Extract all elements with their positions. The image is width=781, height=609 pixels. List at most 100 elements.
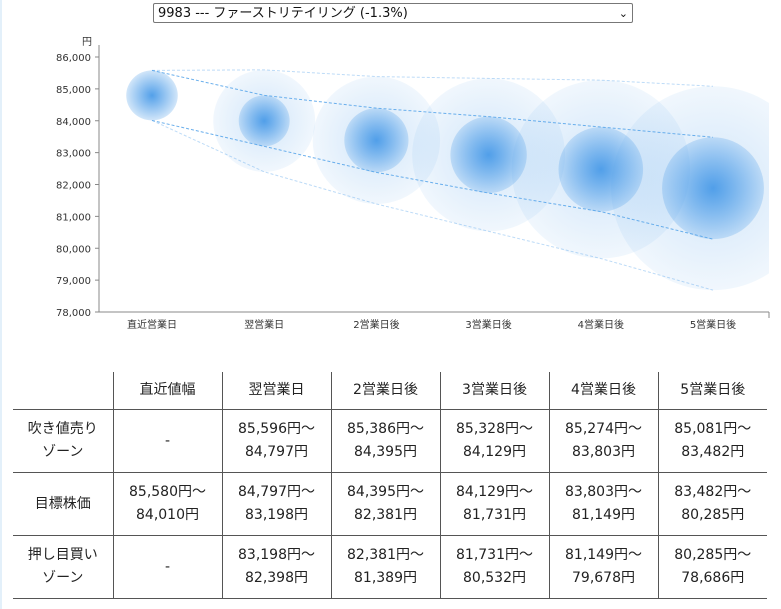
table-cell: 84,797円〜 83,198円 [221, 472, 332, 536]
table-cell: 80,285円〜 78,686円 [657, 535, 767, 599]
row-label: 目標株価 [13, 472, 114, 536]
target-price-bubble [558, 127, 644, 212]
cell-text: 目標株価 [34, 495, 91, 512]
cell-text: 83,803円 [572, 444, 635, 460]
table-row: 押し目買い ゾーン -83,198円〜 82,398円 82,381円〜 81,389円 8… [13, 535, 767, 599]
cell-text: 80,285円〜 [674, 547, 752, 563]
table-cell: 82,381円〜 81,389円 [330, 535, 441, 599]
cell-text: 84,129円 [463, 444, 526, 460]
y-axis-unit: 円 [82, 37, 92, 48]
cell-text: 81,149円 [572, 507, 635, 523]
y-tick-label: 79,000 [56, 276, 91, 287]
stock-select[interactable]: 9983 --- ファーストリテイリング (-1.3%) ⌄ [153, 3, 633, 23]
cell-text: 81,731円〜 [456, 547, 533, 563]
cell-text: 82,381円 [354, 507, 417, 523]
target-high-line [151, 69, 714, 138]
column-header: 2営業日後 [330, 372, 441, 410]
y-tick-label: 78,000 [56, 308, 91, 319]
table-cell: 83,482円〜 80,285円 [657, 472, 767, 536]
cell-text: 83,482円〜 [674, 484, 752, 500]
cell-text: 85,274円〜 [565, 421, 642, 437]
y-tick-label: 83,000 [56, 149, 91, 160]
y-tick-label: 80,000 [56, 244, 91, 255]
cell-text: 81,149円〜 [565, 547, 642, 563]
sell-zone-high-line [151, 69, 714, 87]
cell-text: 84,797円 [245, 444, 308, 460]
table-cell: 85,081円〜 83,482円 [657, 409, 767, 473]
cell-text: 押し目買い [27, 547, 98, 563]
x-tick-label: 直近営業日 [127, 318, 177, 331]
column-header [13, 372, 114, 410]
table-cell: 83,198円〜 82,398円 [221, 535, 332, 599]
table-cell: 84,129円〜 81,731円 [439, 472, 550, 536]
cell-text: 83,803円〜 [565, 484, 642, 500]
x-tick-label: 2営業日後 [353, 318, 399, 331]
table-cell: 85,328円〜 84,129円 [439, 409, 550, 473]
cell-text: 80,285円 [681, 507, 745, 523]
x-tick-label: 翌営業日 [244, 318, 284, 331]
cell-text: 84,395円 [354, 444, 417, 460]
cell-text: 80,532円 [463, 570, 526, 586]
table-cell: - [112, 535, 223, 599]
cell-text: 79,678円 [572, 570, 635, 586]
cell-text: 85,596円〜 [238, 421, 315, 437]
buy-zone-low-line [151, 119, 714, 291]
table-cell: 85,386円〜 84,395円 [330, 409, 441, 473]
cell-text: 85,081円〜 [674, 421, 752, 437]
cell-text: 83,198円 [245, 507, 308, 523]
forecast-chart: 円 78,000 79,000 80,000 81,000 82,000 83,000 84,… [56, 37, 770, 331]
cell-text: 84,129円〜 [456, 484, 533, 500]
column-header: 5営業日後 [657, 372, 767, 410]
table-cell: 84,395円〜 82,381円 [330, 472, 441, 536]
y-tick-label: 81,000 [56, 212, 91, 223]
x-tick-label: 3営業日後 [465, 318, 511, 331]
cell-text: - [164, 432, 171, 449]
y-tick-label: 85,000 [56, 85, 91, 96]
cell-text: 83,482円 [681, 444, 745, 460]
cell-text: 85,580円〜 [129, 484, 206, 500]
y-tick-label: 84,000 [56, 117, 91, 128]
cell-text: 85,386円〜 [347, 421, 424, 437]
x-tick-label: 5営業日後 [690, 318, 736, 331]
cell-text: ゾーン [42, 570, 84, 586]
target-price-bubble [662, 137, 764, 240]
cell-text: 82,398円 [245, 570, 308, 586]
x-tick-label: 4営業日後 [578, 318, 624, 331]
column-header: 直近値幅 [112, 372, 223, 410]
row-label: 吹き値売り ゾーン [13, 409, 114, 473]
table-cell: 85,274円〜 83,803円 [548, 409, 659, 473]
table-row: 吹き値売り ゾーン -85,596円〜 84,797円 85,386円〜 84,395円 8… [13, 409, 767, 473]
cell-text: 81,731円 [463, 507, 526, 523]
cell-text: 81,389円 [354, 570, 417, 586]
forecast-table: 直近値幅 翌営業日 2営業日後 3営業日後 4営業日後 5営業日後 吹き値売り ゾーン - 85,… [13, 372, 767, 599]
target-price-bubble [344, 108, 409, 173]
cell-text: 84,395円〜 [347, 484, 424, 500]
cell-text: ゾーン [42, 444, 84, 460]
target-price-bubble [238, 95, 290, 147]
cell-text: 83,198円〜 [238, 547, 315, 563]
cell-text: 84,797円〜 [238, 484, 315, 500]
cell-text: 78,686円 [681, 570, 745, 586]
table-row: 目標株価 85,580円〜 84,010円 84,797円〜 83,198円 84,395… [13, 472, 767, 536]
table-cell: 85,596円〜 84,797円 [221, 409, 332, 473]
column-header: 翌営業日 [221, 372, 332, 410]
chevron-down-icon: ⌄ [618, 7, 628, 20]
table-cell: 81,149円〜 79,678円 [548, 535, 659, 599]
column-header: 3営業日後 [439, 372, 550, 410]
y-tick-label: 82,000 [56, 181, 91, 192]
cell-text: 84,010円 [136, 507, 199, 523]
cell-text: 85,328円〜 [456, 421, 533, 437]
table-header-row: 直近値幅 翌営業日 2営業日後 3営業日後 4営業日後 5営業日後 [13, 372, 767, 410]
target-low-line [151, 119, 714, 240]
table-cell: - [112, 409, 223, 473]
row-label: 押し目買い ゾーン [13, 535, 114, 599]
stock-select-value: 9983 --- ファーストリテイリング (-1.3%) [158, 6, 408, 21]
column-header: 4営業日後 [548, 372, 659, 410]
target-price-bubble [126, 70, 178, 121]
cell-text: 82,381円〜 [347, 547, 424, 563]
table-cell: 83,803円〜 81,149円 [548, 472, 659, 536]
target-price-bubble [450, 116, 527, 194]
cell-text: - [164, 558, 171, 575]
table-cell: 81,731円〜 80,532円 [439, 535, 550, 599]
y-tick-label: 86,000 [56, 53, 91, 64]
